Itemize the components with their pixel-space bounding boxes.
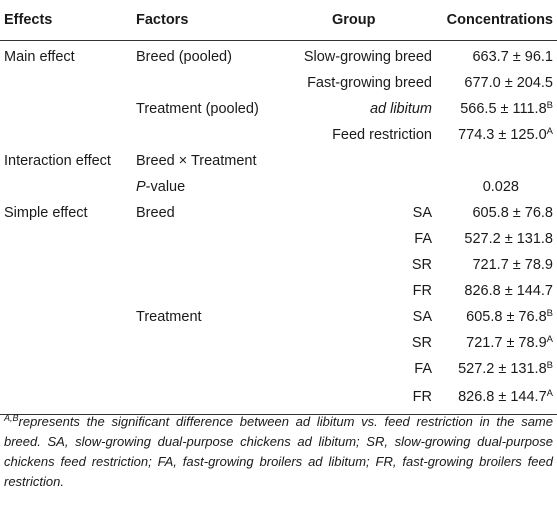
cell-group: FR	[412, 283, 432, 299]
table-row: SR 721.7 ± 78.9	[0, 252, 557, 278]
cell-group: SA	[412, 309, 432, 325]
footnote-text: represents the significant difference be…	[4, 414, 553, 489]
cell-value: 527.2 ± 131.8	[464, 231, 553, 247]
cell-value: 774.3 ± 125.0A	[458, 126, 553, 143]
header-concentrations: Concentrations	[432, 0, 557, 41]
table-row: P-value 0.028	[0, 174, 557, 200]
cell-factor	[136, 278, 284, 304]
cell-group: SR	[411, 335, 432, 351]
cell-value: 826.8 ± 144.7A	[432, 382, 557, 415]
cell-value: 663.7 ± 96.1	[472, 49, 553, 65]
cell-effect	[0, 174, 136, 200]
header-row: Effects Factors Group Concentrations	[0, 0, 557, 41]
cell-value: 721.7 ± 78.9A	[466, 334, 553, 351]
cell-value: 527.2 ± 131.8B	[458, 360, 553, 377]
cell-effect	[0, 330, 136, 356]
footnote-marker: A,B	[4, 413, 19, 423]
cell-factor	[136, 330, 284, 356]
cell-group: FA	[414, 231, 432, 247]
cell-group: FR	[284, 382, 432, 415]
cell-effect: Simple effect	[4, 205, 88, 221]
cell-group: SA	[412, 205, 432, 221]
cell-value: 826.8 ± 144.7	[464, 283, 553, 299]
table-row: Simple effect Breed SA 605.8 ± 76.8	[0, 200, 557, 226]
cell-value	[432, 148, 557, 174]
table-row: Treatment (pooled) ad libitum 566.5 ± 11…	[0, 96, 557, 122]
header-group: Group	[284, 0, 432, 41]
cell-effect	[0, 278, 136, 304]
table-row: FR 826.8 ± 144.7	[0, 278, 557, 304]
cell-group: Fast-growing breed	[307, 75, 432, 91]
cell-effect	[0, 356, 136, 382]
cell-group: Slow-growing breed	[303, 49, 432, 65]
cell-factor: Treatment	[136, 309, 202, 325]
table-row: Fast-growing breed 677.0 ± 204.5	[0, 70, 557, 96]
cell-group: SR	[411, 257, 432, 273]
cell-effect	[0, 70, 136, 96]
cell-group	[284, 174, 432, 200]
cell-effect: Main effect	[4, 49, 75, 65]
cell-effect	[0, 252, 136, 278]
cell-group: Feed restriction	[332, 127, 432, 143]
cell-value: 566.5 ± 111.8B	[460, 100, 553, 117]
cell-value: 605.8 ± 76.8	[472, 205, 553, 221]
table-row: Interaction effect Breed × Treatment	[0, 148, 557, 174]
cell-group	[284, 148, 432, 174]
cell-value: 721.7 ± 78.9	[472, 257, 553, 273]
cell-value: 0.028	[482, 179, 519, 195]
cell-factor	[136, 356, 284, 382]
cell-factor: Breed × Treatment	[136, 153, 257, 169]
cell-group: ad libitum	[369, 101, 432, 117]
cell-effect	[0, 122, 136, 148]
header-factors: Factors	[136, 0, 284, 41]
data-table: Effects Factors Group Concentrations Mai…	[0, 0, 557, 415]
cell-factor	[136, 252, 284, 278]
cell-effect	[0, 96, 136, 122]
table-row: FA 527.2 ± 131.8B	[0, 356, 557, 382]
table-row: FR 826.8 ± 144.7A	[0, 382, 557, 415]
cell-factor: P-value	[136, 179, 186, 195]
cell-factor	[136, 382, 284, 415]
cell-effect	[0, 382, 136, 415]
cell-effect: Interaction effect	[4, 153, 111, 169]
cell-effect	[0, 304, 136, 330]
header-effects: Effects	[0, 0, 136, 41]
cell-value: 605.8 ± 76.8B	[466, 308, 553, 325]
table-row: FA 527.2 ± 131.8	[0, 226, 557, 252]
table-row: SR 721.7 ± 78.9A	[0, 330, 557, 356]
cell-factor: Treatment (pooled)	[136, 101, 259, 117]
cell-factor	[136, 70, 284, 96]
table-row: Feed restriction 774.3 ± 125.0A	[0, 122, 557, 148]
table-footnote: A,Brepresents the significant difference…	[4, 412, 553, 492]
cell-value: 677.0 ± 204.5	[464, 75, 553, 91]
table-row: Treatment SA 605.8 ± 76.8B	[0, 304, 557, 330]
cell-effect	[0, 226, 136, 252]
cell-factor: Breed (pooled)	[136, 49, 232, 65]
cell-factor: Breed	[136, 205, 175, 221]
cell-factor	[136, 226, 284, 252]
cell-factor	[136, 122, 284, 148]
table-row: Main effect Breed (pooled) Slow-growing …	[0, 41, 557, 71]
cell-group: FA	[414, 361, 432, 377]
